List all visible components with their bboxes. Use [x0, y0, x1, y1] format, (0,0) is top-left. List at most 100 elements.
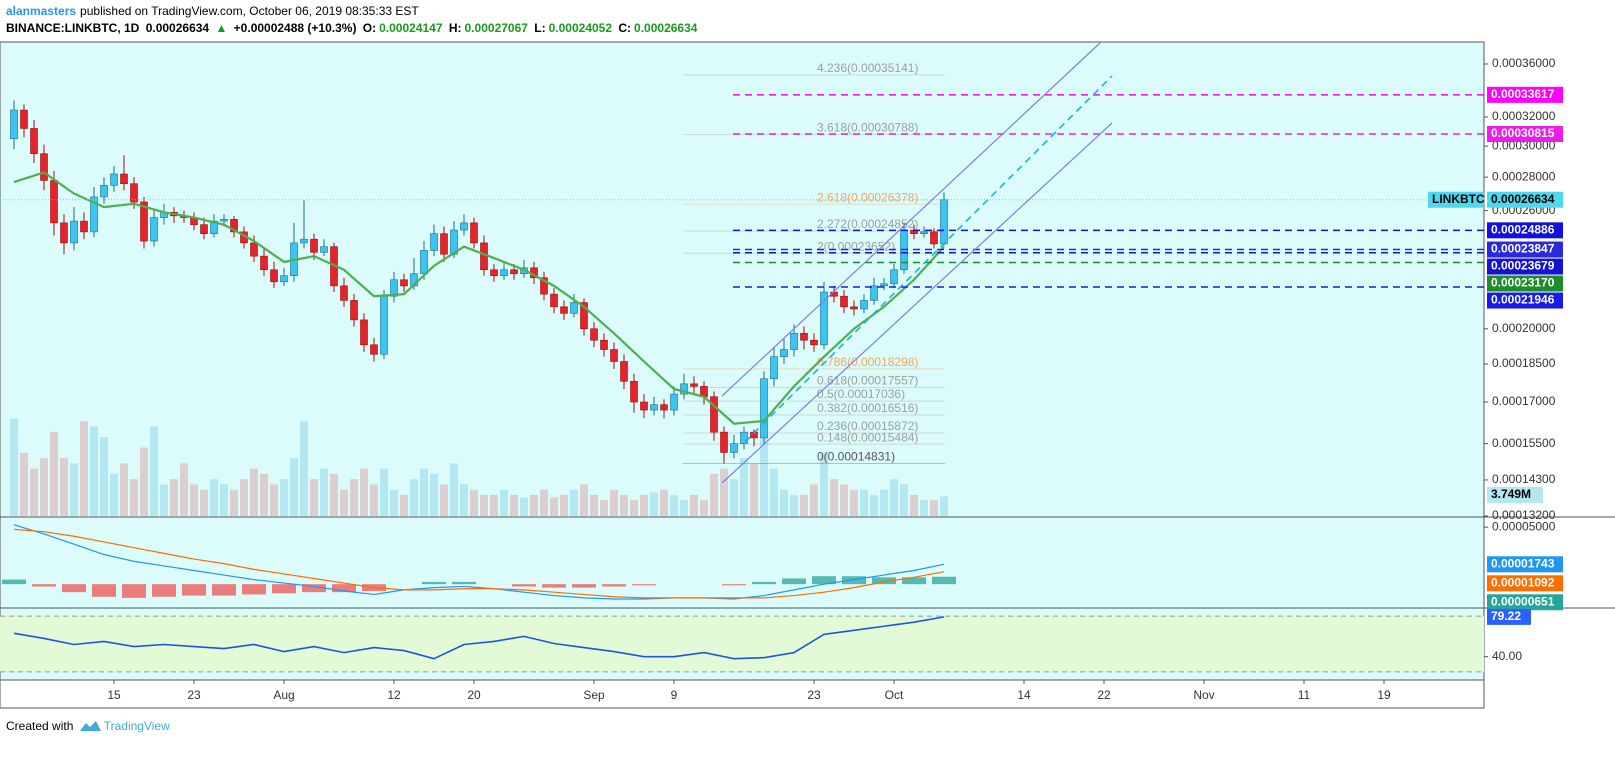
macd-value-label-box: [1487, 556, 1563, 573]
volume-bar: [370, 484, 378, 516]
layer: 15 23 Aug 12 20 Sep 9 23 Oct 14 22 Nov 11 193.749M0.0…: [0, 56, 1563, 702]
macd-histogram-bar: [302, 584, 326, 593]
volume-bar: [490, 494, 498, 516]
candle-body: [200, 224, 208, 235]
volume-bar: [70, 463, 78, 516]
volume-bar: [700, 500, 708, 516]
candle-body: [430, 233, 438, 251]
volume-bar: [90, 426, 98, 516]
last: 0.00026634: [145, 21, 210, 35]
candle-body: [230, 219, 238, 233]
volume-bar: [530, 494, 538, 516]
h-label: H:: [448, 21, 462, 35]
macd-line: [13, 524, 945, 600]
candle-body: [50, 180, 58, 224]
pitchfork: [721, 42, 1113, 484]
volume-bar: [940, 496, 948, 516]
candle-body: [760, 378, 768, 439]
price-label-box: [1487, 191, 1563, 208]
volume-bar: [150, 426, 158, 516]
price-label: 0.00023679: [1491, 259, 1555, 273]
published: published on TradingView.com, October 06…: [80, 4, 419, 18]
volume-bar: [740, 458, 748, 516]
candle-body: [580, 302, 588, 330]
volume-bar: [300, 421, 308, 516]
volume-bar: [230, 489, 238, 516]
y-tick-label: 0.00032000: [1492, 109, 1556, 123]
volume-bar: [690, 494, 698, 516]
y-tick-label: 0.00017000: [1492, 394, 1556, 408]
macd-histogram-bar: [32, 584, 56, 587]
volume-bar: [330, 473, 338, 516]
symbol: BINANCE:LINKBTC, 1D: [6, 21, 140, 35]
candle-body: [110, 173, 118, 186]
macd-histogram-bar: [902, 577, 926, 585]
price-label: 0.00023170: [1491, 276, 1555, 290]
price-label: 0.00021946: [1491, 293, 1555, 307]
volume-bar: [570, 489, 578, 516]
candle-body: [730, 443, 738, 453]
volume-bar: [910, 494, 918, 516]
volume-bar: [510, 494, 518, 516]
x-tick-label: 15: [107, 688, 121, 702]
macd-histogram-bar: [512, 584, 536, 587]
candle-body: [120, 173, 128, 184]
volume-bar: [840, 484, 848, 516]
candle-body: [810, 339, 818, 346]
candle-body: [720, 431, 728, 453]
candle-body: [70, 220, 78, 244]
header-line-1: alanmasters published on TradingView.com,…: [6, 4, 422, 18]
volume-bar: [810, 484, 818, 516]
volume-bar: [260, 473, 268, 516]
fib-label: 0.786(0.00018298): [817, 355, 918, 369]
y-tick-label: 0.00005000: [1492, 519, 1556, 533]
candle-body: [60, 222, 68, 244]
price-label-box: [1487, 258, 1563, 275]
candle-body: [270, 269, 278, 283]
fib-label: 0.382(0.00016516): [817, 401, 918, 415]
volume-bar: [680, 500, 688, 516]
candle-body: [210, 220, 218, 235]
candle-body: [770, 356, 778, 380]
volume-bar: [500, 489, 508, 516]
volume-bar: [870, 494, 878, 516]
candle-body: [620, 361, 628, 382]
volume-bar: [100, 437, 108, 516]
candle-body: [630, 380, 638, 403]
symbol-label-box: [1428, 191, 1484, 208]
volume-bar: [290, 458, 298, 516]
candle-body: [820, 291, 828, 346]
price-label: 0.00024886: [1491, 222, 1555, 236]
candle-body: [250, 242, 258, 257]
candle-body: [540, 277, 548, 295]
c-label: C:: [618, 21, 632, 35]
price-label-box: [1487, 275, 1563, 292]
volume-bar: [160, 484, 168, 516]
candle-body: [640, 401, 648, 411]
l-label: L:: [534, 21, 546, 35]
candle-body: [100, 185, 108, 198]
candle-body: [650, 404, 658, 411]
x-tick-label: Sep: [583, 688, 605, 702]
y-tick-label: 0.00028000: [1492, 169, 1556, 183]
x-tick-label: 12: [387, 688, 401, 702]
candle-body: [440, 233, 448, 255]
volume-bar: [770, 468, 778, 516]
symbol-label: LINKBTC: [1432, 192, 1485, 206]
h: 0.00027067: [464, 21, 528, 35]
candle-body: [680, 383, 688, 395]
candle-body: [600, 339, 608, 350]
volume-bar: [430, 473, 438, 516]
logo: [80, 721, 101, 731]
volume-bar: [600, 500, 608, 516]
macd-histogram-bar: [602, 584, 626, 587]
volume-bar: [450, 463, 458, 516]
volume-bar: [520, 497, 528, 516]
signal-value-label-box: [1487, 575, 1563, 592]
macd-histogram-bar: [122, 584, 146, 598]
fib-label: 0(0.00014831): [817, 450, 895, 464]
volume-bar: [720, 468, 728, 516]
macd-histogram-bar: [272, 584, 296, 594]
header-line-2: BINANCE:LINKBTC, 1D 0.00026634 ▲ +0.0000…: [6, 21, 700, 35]
volume-bar: [50, 431, 58, 516]
